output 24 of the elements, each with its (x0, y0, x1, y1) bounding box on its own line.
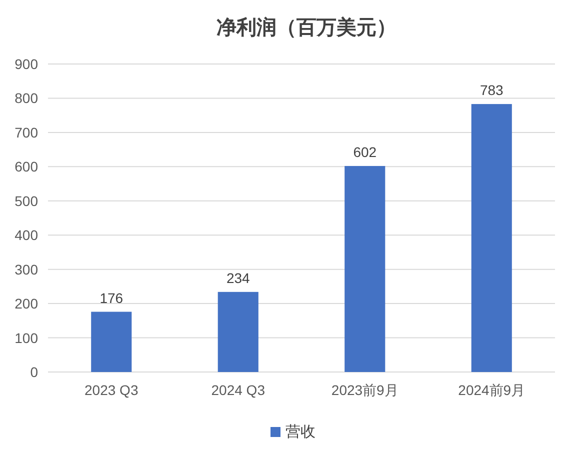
y-tick-label: 700 (14, 124, 38, 140)
y-tick-label: 0 (30, 364, 38, 380)
x-tick-label: 2023 Q3 (84, 382, 138, 398)
x-tick-label: 2024 Q3 (211, 382, 266, 398)
y-tick-label: 200 (14, 296, 38, 312)
bar (218, 292, 258, 372)
bar (344, 166, 386, 372)
y-tick-label: 800 (14, 90, 38, 106)
y-tick-label: 500 (14, 192, 38, 209)
bar (91, 312, 132, 372)
y-tick-label: 300 (14, 261, 38, 278)
data-label: 234 (226, 270, 250, 286)
x-tick-label: 2023前9月 (331, 382, 398, 398)
chart-title: 净利润（百万美元） (216, 16, 396, 39)
bar (471, 104, 512, 372)
y-tick-label: 100 (14, 330, 38, 346)
legend-label: 营收 (286, 424, 316, 440)
data-label: 602 (353, 144, 377, 160)
y-tick-label: 900 (14, 56, 38, 72)
y-tick-label: 600 (14, 158, 38, 175)
x-tick-label: 2024前9月 (458, 382, 526, 398)
data-label: 783 (480, 82, 504, 98)
y-tick-label: 400 (14, 227, 38, 244)
data-label: 176 (100, 290, 124, 306)
